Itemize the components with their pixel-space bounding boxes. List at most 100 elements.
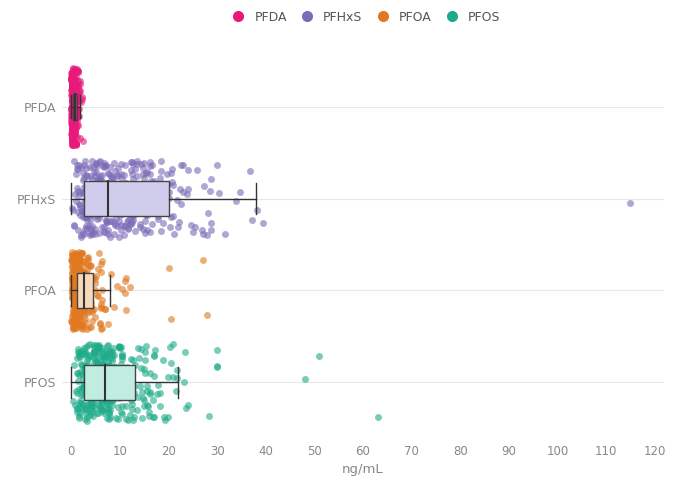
Point [103,230,114,238]
Point [67,96,78,104]
Point [171,387,182,395]
Point [79,208,90,216]
Point [98,408,109,416]
Point [73,67,84,75]
Point [73,377,84,385]
Point [136,190,147,198]
Point [149,413,160,421]
Point [74,403,85,411]
Point [68,71,79,79]
Point [117,285,128,293]
Point [88,348,99,356]
Point [97,190,108,198]
Point [75,231,86,239]
Point [122,181,133,189]
Point [81,410,92,418]
Point [372,413,383,421]
Point [70,117,81,125]
Point [77,391,88,399]
Point [132,393,143,401]
Point [86,185,97,193]
Point [145,390,155,398]
Point [67,80,78,88]
Point [82,417,93,425]
Point [125,367,136,375]
Point [95,192,105,200]
Point [70,197,81,205]
Point [66,130,77,138]
Point [80,315,91,323]
Point [72,113,83,121]
Point [67,71,78,79]
Point [73,251,84,259]
Point [66,103,77,111]
Point [68,78,79,86]
Point [119,370,130,378]
Point [67,100,78,108]
Point [68,279,79,287]
Point [66,105,77,113]
Point [74,412,85,420]
Point [100,370,111,378]
Point [99,229,110,237]
Point [68,311,79,319]
Point [68,109,79,117]
Point [90,272,101,280]
Point [97,177,108,185]
Point [105,202,116,210]
Point [69,112,80,120]
Point [114,343,125,351]
Point [77,298,88,306]
Point [91,371,102,379]
Point [75,306,86,314]
Point [67,80,78,88]
Point [163,194,174,202]
Point [80,196,91,204]
Point [92,215,103,223]
Point [136,193,147,201]
Point [121,201,132,209]
Point [95,300,106,308]
Point [101,414,112,422]
Point [120,194,131,202]
Point [82,213,92,221]
Point [80,182,91,190]
Point [116,206,127,214]
Point [81,186,92,194]
Point [94,249,105,256]
Point [67,85,78,93]
Point [66,76,77,84]
Point [97,191,108,199]
Point [66,91,77,99]
Point [84,382,95,390]
Point [103,187,114,195]
Point [162,373,173,381]
Point [108,351,119,359]
Point [75,292,86,300]
Point [66,86,77,94]
Point [85,340,96,348]
Point [66,122,77,130]
Point [84,211,95,219]
Point [66,273,77,281]
Point [95,172,105,180]
Point [68,257,79,265]
Point [75,349,86,357]
Point [76,269,87,277]
Point [84,172,95,180]
Point [75,315,86,323]
Point [103,181,114,189]
Point [98,196,109,204]
Point [108,393,119,401]
Point [111,387,122,395]
Point [140,169,151,177]
Point [74,201,85,209]
Bar [73,94,77,120]
Point [66,71,77,79]
Point [67,124,78,132]
Point [88,364,99,372]
Point [95,319,105,327]
Point [67,136,78,144]
Point [93,265,104,273]
Point [66,126,77,134]
